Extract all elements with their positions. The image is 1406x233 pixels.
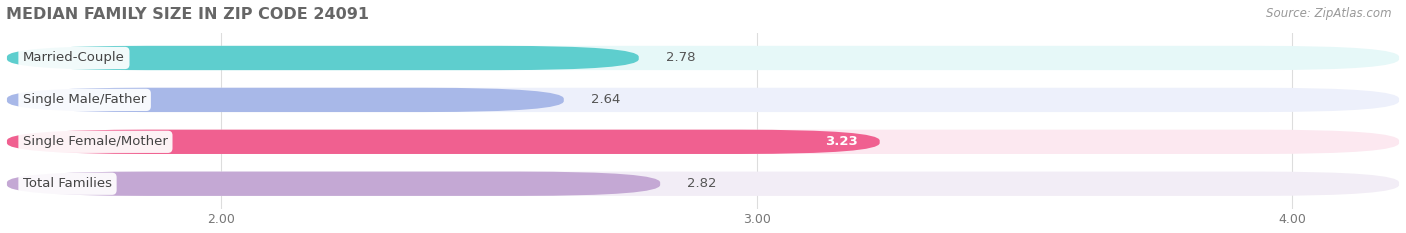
FancyBboxPatch shape: [7, 130, 880, 154]
FancyBboxPatch shape: [7, 171, 661, 196]
Text: 2.64: 2.64: [591, 93, 620, 106]
Text: Single Male/Father: Single Male/Father: [22, 93, 146, 106]
FancyBboxPatch shape: [7, 88, 564, 112]
Text: Single Female/Mother: Single Female/Mother: [22, 135, 167, 148]
FancyBboxPatch shape: [7, 88, 1399, 112]
FancyBboxPatch shape: [7, 130, 1399, 154]
Text: Total Families: Total Families: [22, 177, 112, 190]
FancyBboxPatch shape: [7, 46, 638, 70]
Text: MEDIAN FAMILY SIZE IN ZIP CODE 24091: MEDIAN FAMILY SIZE IN ZIP CODE 24091: [6, 7, 368, 22]
Text: Married-Couple: Married-Couple: [22, 51, 125, 65]
FancyBboxPatch shape: [7, 171, 1399, 196]
Text: Source: ZipAtlas.com: Source: ZipAtlas.com: [1267, 7, 1392, 20]
FancyBboxPatch shape: [7, 46, 1399, 70]
Text: 2.78: 2.78: [665, 51, 695, 65]
Text: 2.82: 2.82: [688, 177, 717, 190]
Text: 3.23: 3.23: [825, 135, 858, 148]
